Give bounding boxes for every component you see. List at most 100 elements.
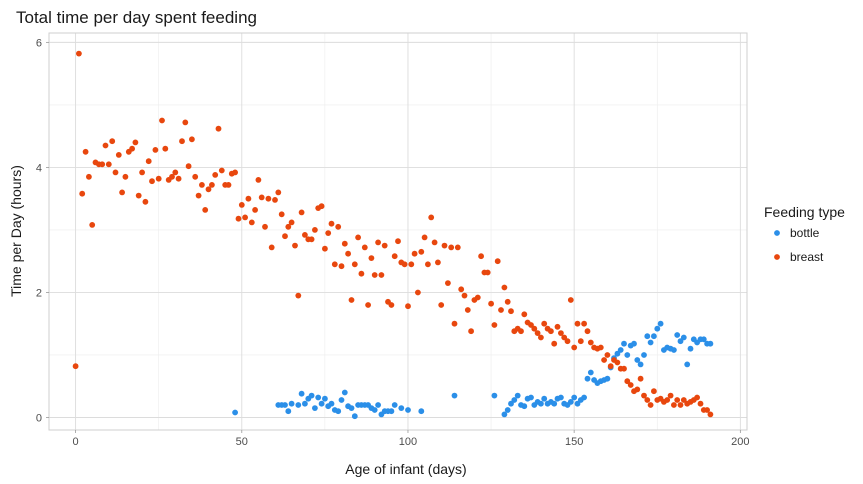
breast-point	[238, 202, 245, 208]
breast-point	[189, 136, 195, 143]
breast-point	[331, 261, 338, 268]
bottle-point	[641, 352, 647, 358]
y-axis-ticks: 0 2 4 6	[36, 37, 49, 424]
bottle-point	[501, 411, 508, 418]
x-tick-label: 200	[731, 436, 749, 448]
breast-point	[644, 397, 651, 403]
breast-point	[275, 189, 282, 196]
breast-point	[202, 207, 209, 213]
breast-point	[627, 382, 634, 388]
bottle-point	[671, 347, 677, 353]
breast-point	[172, 169, 179, 176]
breast-point	[597, 344, 604, 351]
bottle-point	[308, 392, 315, 399]
breast-point	[694, 394, 700, 401]
breast-point	[458, 286, 465, 293]
bottle-point	[504, 407, 511, 413]
breast-point	[405, 303, 411, 310]
major-gridlines	[49, 33, 747, 430]
breast-point	[581, 320, 587, 327]
bottle-point	[574, 400, 581, 407]
breast-point	[109, 138, 116, 145]
breast-point	[282, 233, 288, 240]
breast-point	[302, 232, 308, 238]
breast-point	[577, 338, 584, 345]
bottle-point	[538, 400, 544, 407]
breast-point	[268, 244, 275, 251]
breast-point	[375, 239, 381, 246]
breast-point	[401, 261, 408, 268]
bottle-point	[657, 320, 664, 327]
breast-point	[454, 244, 461, 251]
breast-point	[431, 239, 438, 246]
bottle-point	[551, 400, 558, 407]
breast-point	[624, 378, 631, 385]
breast-point	[395, 238, 401, 245]
breast-point	[215, 125, 222, 132]
bottle-point	[571, 394, 578, 401]
legend-items: bottle breast	[774, 226, 824, 264]
breast-point	[441, 242, 448, 249]
breast-point	[561, 334, 568, 341]
bottle-point	[282, 402, 288, 408]
breast-point	[292, 242, 298, 249]
y-axis-title: Time per Day (hours)	[8, 165, 24, 297]
breast-point	[504, 298, 511, 305]
breast-point	[102, 142, 109, 149]
bottle-point	[521, 403, 528, 410]
breast-point	[179, 138, 185, 145]
breast-point	[335, 223, 342, 230]
bottle-point	[541, 395, 548, 402]
bottle-point	[285, 408, 292, 415]
breast-point	[225, 182, 232, 188]
breast-point	[680, 397, 687, 403]
breast-point	[411, 250, 418, 257]
breast-point	[584, 328, 591, 335]
bottle-point	[371, 407, 378, 413]
breast-point	[122, 173, 129, 180]
x-tick-label: 150	[565, 436, 583, 448]
breast-point	[368, 255, 375, 261]
breast-point	[142, 198, 149, 205]
breast-point	[567, 297, 574, 303]
breast-point	[209, 182, 215, 188]
plot-panel	[48, 32, 748, 431]
breast-point	[285, 223, 292, 230]
bottle-point	[687, 345, 694, 352]
bottle-point	[405, 407, 411, 413]
bottle-point	[508, 400, 514, 407]
breast-point	[438, 302, 445, 308]
breast-point	[388, 302, 395, 308]
breast-point	[252, 207, 258, 213]
y-tick-label: 0	[36, 412, 42, 424]
breast-point	[159, 117, 165, 124]
breast-point	[554, 323, 561, 330]
bottle-point	[647, 339, 654, 346]
breast-point	[89, 222, 96, 228]
breast-point	[82, 148, 89, 155]
bottle-point	[302, 400, 308, 407]
breast-point	[72, 363, 79, 370]
bottle-point	[451, 392, 458, 399]
bottle-point	[335, 408, 342, 415]
breast-point	[348, 297, 355, 303]
breast-point	[149, 178, 155, 185]
breast-point	[464, 307, 471, 313]
x-tick-label: 100	[399, 436, 417, 448]
breast-point	[132, 139, 139, 146]
bottle-point	[312, 405, 318, 411]
x-axis-ticks: 0 50 100 150 200	[73, 430, 750, 448]
legend-key-breast	[774, 254, 780, 260]
bottle-point	[621, 340, 627, 347]
breast-point	[322, 245, 328, 252]
chart-title: Total time per day spent feeding	[16, 8, 257, 27]
breast-point	[531, 325, 538, 332]
bottle-point	[604, 375, 611, 382]
bottle-point	[351, 413, 358, 420]
breast-point	[192, 173, 199, 180]
bottle-point	[341, 389, 348, 396]
breast-point	[461, 292, 468, 299]
breast-point	[538, 334, 544, 341]
bottle-point	[511, 397, 518, 403]
